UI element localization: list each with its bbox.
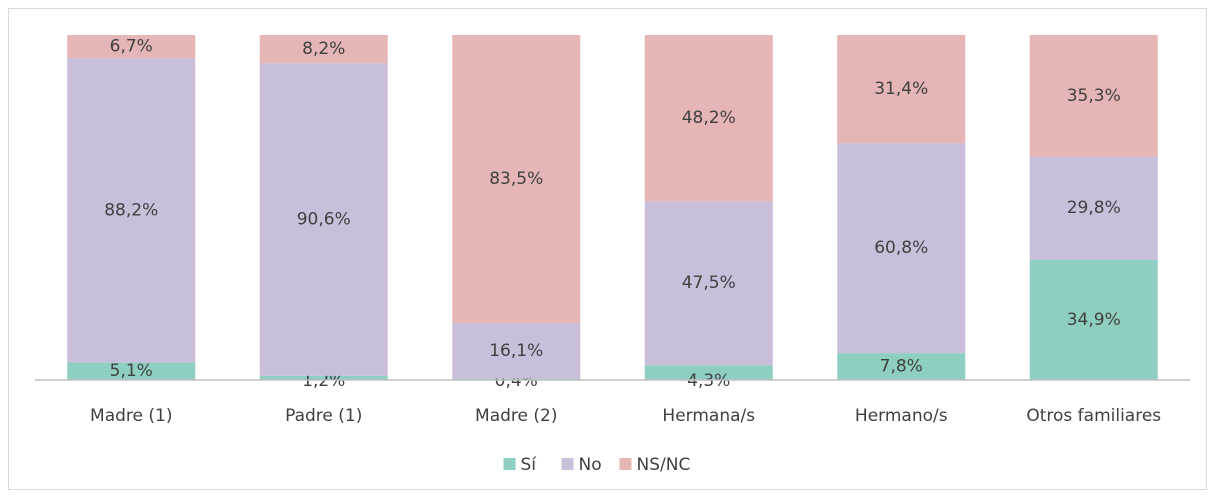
data-label: 47,5% bbox=[682, 273, 736, 293]
legend-swatch bbox=[503, 458, 516, 470]
data-label: 48,2% bbox=[682, 108, 736, 128]
bar-segment bbox=[1029, 259, 1158, 380]
data-label: 16,1% bbox=[489, 341, 543, 361]
legend-label: NS/NC bbox=[637, 455, 691, 475]
legend-label: Sí bbox=[521, 455, 538, 475]
bar-segment bbox=[837, 35, 966, 144]
bar-segment bbox=[1029, 156, 1158, 260]
bar-segment bbox=[644, 365, 773, 380]
data-label: 88,2% bbox=[104, 200, 158, 220]
data-label: 5,1% bbox=[110, 361, 153, 381]
data-label: 6,7% bbox=[110, 37, 153, 57]
data-label: 83,5% bbox=[489, 169, 543, 189]
data-label: 31,4% bbox=[874, 79, 928, 99]
bar-segment bbox=[1029, 35, 1158, 157]
bar-segment bbox=[452, 35, 581, 324]
x-tick-label: Padre (1) bbox=[285, 406, 362, 426]
bar-segment bbox=[644, 201, 773, 366]
legend-label: No bbox=[579, 455, 602, 475]
x-tick-label: Madre (1) bbox=[90, 406, 172, 426]
bar-segment bbox=[67, 35, 196, 59]
data-label: 1,2% bbox=[302, 371, 345, 391]
bar-segment bbox=[259, 375, 388, 380]
data-label: 4,3% bbox=[687, 371, 730, 391]
data-label: 34,9% bbox=[1067, 310, 1121, 330]
data-label: 8,2% bbox=[302, 39, 345, 59]
x-tick-label: Madre (2) bbox=[475, 406, 557, 426]
bar-segment bbox=[837, 143, 966, 354]
data-label: 35,3% bbox=[1067, 86, 1121, 106]
legend-swatch bbox=[619, 458, 632, 470]
x-tick-label: Hermano/s bbox=[855, 406, 948, 426]
legend-swatch bbox=[561, 458, 574, 470]
x-tick-label: Otros familiares bbox=[1026, 406, 1161, 426]
bar-segment bbox=[837, 353, 966, 380]
data-label: 7,8% bbox=[880, 357, 923, 377]
bar-segment bbox=[259, 35, 388, 64]
data-label: 90,6% bbox=[297, 210, 351, 230]
bar-segment bbox=[67, 362, 196, 380]
bar-segment bbox=[452, 323, 581, 379]
bar-segment bbox=[644, 35, 773, 202]
x-tick-label: Hermana/s bbox=[662, 406, 755, 426]
data-label: 29,8% bbox=[1067, 198, 1121, 218]
chart-frame bbox=[8, 8, 1207, 490]
bar-segment bbox=[67, 58, 196, 363]
data-label: 60,8% bbox=[874, 238, 928, 258]
bar-segment bbox=[259, 63, 388, 376]
